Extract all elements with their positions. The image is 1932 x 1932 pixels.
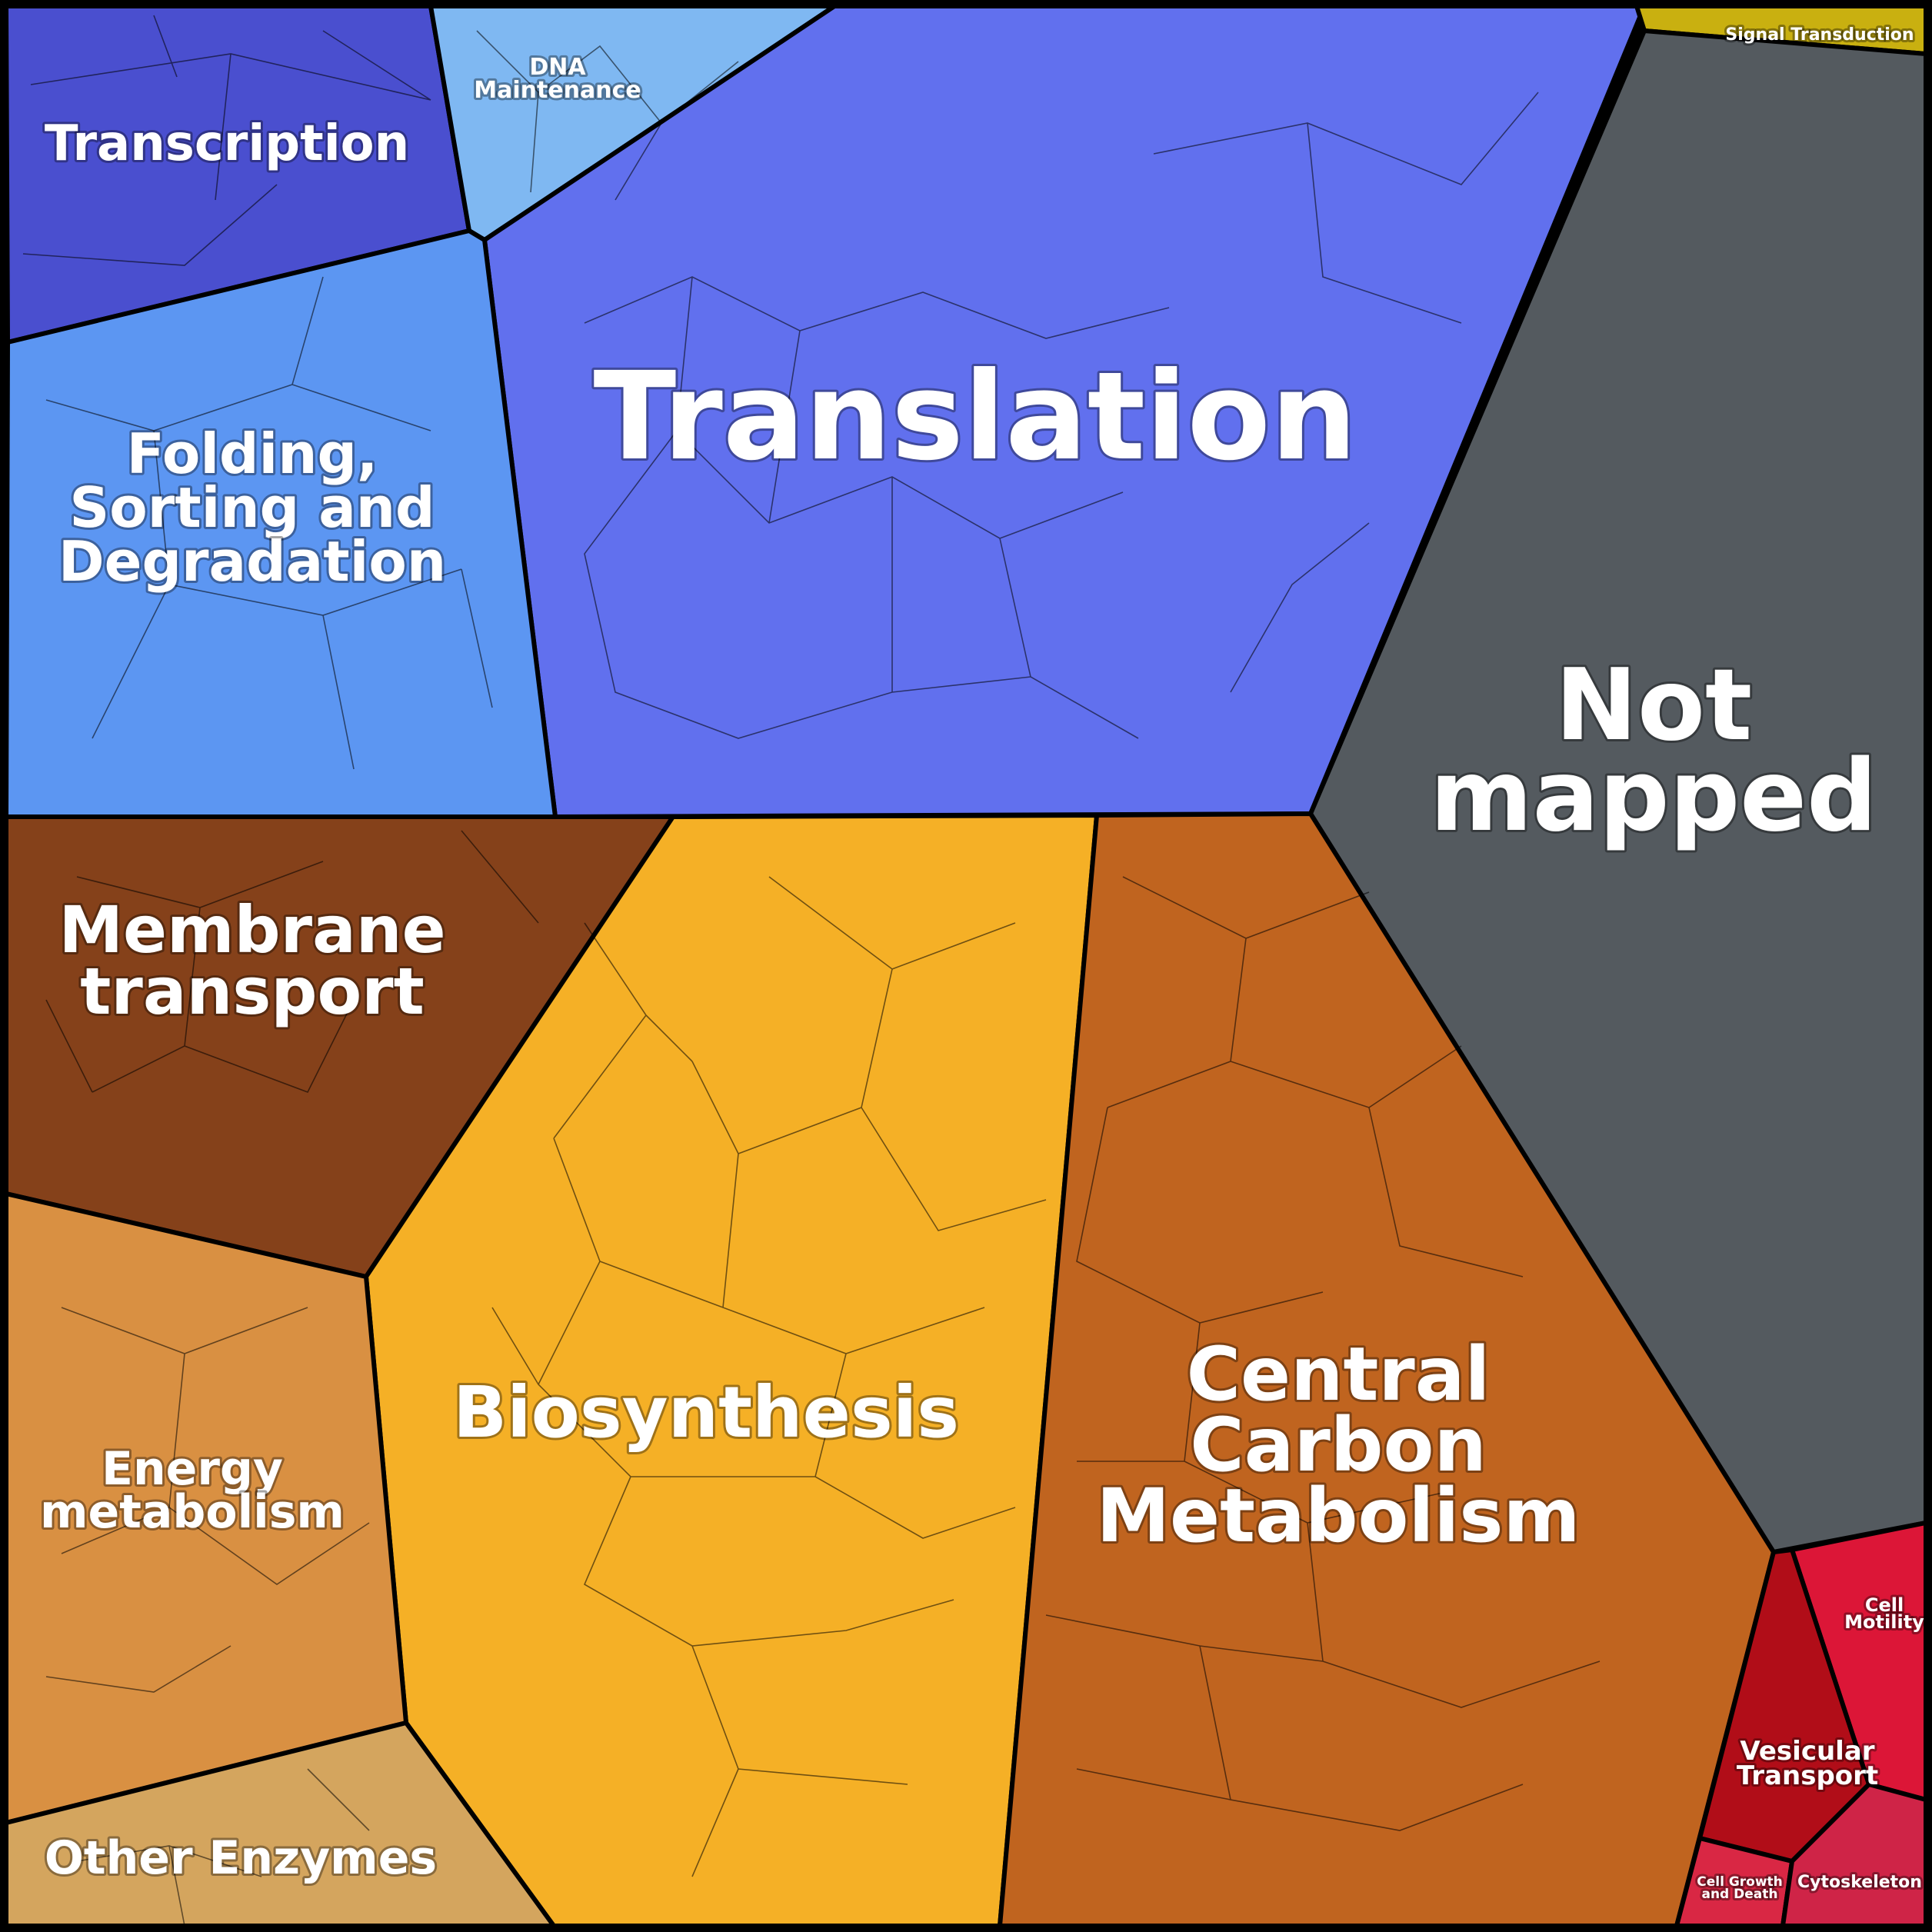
label-line: Vesicular	[1740, 1736, 1874, 1767]
label-other-enzymes: Other Enzymes	[45, 1831, 437, 1885]
label-membrane-transport: Membrane transport	[58, 892, 445, 1029]
label-signal-transduction: Signal Transduction	[1725, 25, 1914, 45]
label-line: Signal Transduction	[1725, 25, 1914, 45]
cell-other-enzymes[interactable]	[6, 1720, 556, 1926]
label-line: mapped	[1430, 739, 1877, 854]
labels: Transcription DNA Maintenance Translation…	[38, 23, 1927, 1904]
label-line: Membrane	[58, 892, 445, 968]
label-energy-metabolism: Energy metabolism	[40, 1442, 345, 1539]
label-cell-motility: Cell Motility	[1844, 1594, 1924, 1633]
label-line: Cytoskeleton	[1797, 1873, 1922, 1892]
label-line: Transport	[1737, 1760, 1878, 1791]
label-line: and Death	[1701, 1887, 1777, 1902]
label-folding: Folding, Sorting and Degradation	[58, 421, 446, 594]
label-line: Other Enzymes	[45, 1831, 437, 1885]
label-line: Central	[1187, 1331, 1491, 1417]
label-line: Translation	[594, 346, 1357, 488]
label-line: Carbon	[1190, 1402, 1487, 1488]
label-transcription: Transcription	[45, 115, 409, 172]
label-dna-maintenance: DNA Maintenance	[474, 54, 641, 104]
label-line: Degradation	[58, 529, 446, 594]
label-biosynthesis: Biosynthesis	[453, 1371, 959, 1454]
label-line: transport	[80, 954, 424, 1029]
label-line: Maintenance	[474, 77, 641, 104]
label-cell-growth: Cell Growth and Death	[1697, 1874, 1783, 1902]
label-line: DNA	[529, 54, 586, 81]
label-line: Biosynthesis	[453, 1371, 959, 1454]
label-central-carbon: Central Carbon Metabolism	[1097, 1331, 1581, 1559]
label-line: Cell Growth	[1697, 1874, 1783, 1890]
label-line: Not	[1555, 648, 1752, 763]
label-not-mapped: Not mapped	[1430, 648, 1877, 854]
label-translation: Translation	[594, 346, 1357, 488]
category-cells	[6, 6, 1926, 1926]
cell-folding[interactable]	[6, 228, 558, 819]
label-line: Energy	[102, 1442, 283, 1496]
label-line: Motility	[1844, 1611, 1924, 1633]
cell-cytoskeleton[interactable]	[1780, 1782, 1926, 1926]
cell-cell-growth[interactable]	[1674, 1836, 1794, 1926]
label-line: Sorting and	[69, 475, 435, 540]
label-line: metabolism	[40, 1485, 345, 1539]
cell-signal-transduction[interactable]	[1634, 6, 1926, 56]
label-line: Folding,	[127, 421, 378, 486]
label-line: Cell	[1865, 1594, 1904, 1616]
label-cytoskeleton: Cytoskeleton	[1797, 1873, 1922, 1892]
label-line: Metabolism	[1097, 1473, 1581, 1559]
sub-cell-lines	[22, 15, 1601, 1926]
label-vesicular-transport: Vesicular Transport	[1737, 1736, 1878, 1791]
label-line: Transcription	[45, 115, 409, 172]
